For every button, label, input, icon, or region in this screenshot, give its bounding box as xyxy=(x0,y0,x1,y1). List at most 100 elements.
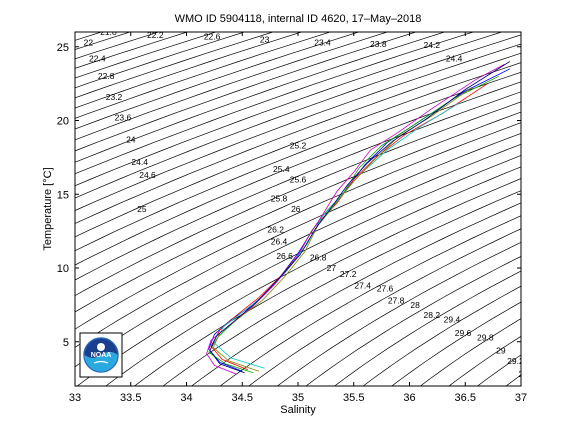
isopycnal-label: 21.8 xyxy=(100,27,117,37)
isopycnal-line xyxy=(105,166,521,386)
isopycnal-line xyxy=(75,52,521,224)
isopycnal-label: 23.2 xyxy=(106,92,123,102)
isopycnal-line xyxy=(75,32,303,109)
isopycnal-label: 29.4 xyxy=(444,315,461,325)
isopycnal-line xyxy=(305,256,521,386)
x-tick-label: 36.5 xyxy=(455,392,476,404)
isopycnal-line xyxy=(75,81,521,266)
isopycnal-label: 27 xyxy=(327,263,337,273)
profile-series xyxy=(206,61,511,375)
isopycnal-line xyxy=(75,32,389,141)
isopycnal-line xyxy=(191,202,521,386)
isopycnal-label: 29 xyxy=(496,346,506,356)
isopycnal-label: 26 xyxy=(291,204,301,214)
isopycnal-line xyxy=(448,335,521,386)
isopycnal-line xyxy=(75,32,475,175)
isopycnal-line xyxy=(362,285,521,386)
isopycnal-label: 26.4 xyxy=(271,236,288,246)
x-tick-label: 36 xyxy=(403,392,415,404)
isopycnal-label: 22.6 xyxy=(204,31,221,41)
isopycnal-line xyxy=(75,32,274,99)
isopycnal-label: 26.2 xyxy=(267,225,284,235)
isopycnal-label: 23.4 xyxy=(314,37,331,47)
isopycnal-label: 27.2 xyxy=(340,269,357,279)
isopycnal-label: 23 xyxy=(260,34,270,44)
isopycnal-label: 27.6 xyxy=(377,284,394,294)
isopycnal-label: 25.8 xyxy=(271,194,288,204)
isopycnal-label: 28 xyxy=(410,300,420,310)
isopycnal-label: 25.2 xyxy=(290,141,307,151)
x-tick-label: 33 xyxy=(69,392,81,404)
isopycnal-line xyxy=(75,32,417,152)
x-tick-label: 35 xyxy=(292,392,304,404)
isopycnal-label: 22.8 xyxy=(98,71,115,81)
isopycnal-label: 25 xyxy=(137,204,147,214)
isopycnal-line xyxy=(162,190,521,386)
isopycnal-label: 25.4 xyxy=(273,164,290,174)
y-tick-label: 10 xyxy=(57,263,69,275)
isopycnal-line xyxy=(419,318,521,386)
isopycnal-label: 22.2 xyxy=(147,30,164,40)
isopycnal-line xyxy=(276,241,521,386)
x-tick-label: 35.5 xyxy=(343,392,364,404)
y-tick-label: 20 xyxy=(57,116,69,128)
isopycnal-label: 22.4 xyxy=(89,54,106,64)
isopycnal-label: 26.8 xyxy=(310,253,327,263)
isopycnal-label: 29.6 xyxy=(455,328,472,338)
isopycnal-label: 24.2 xyxy=(424,40,441,50)
isopycnal-line xyxy=(75,32,360,130)
isopycnal-line xyxy=(75,91,521,281)
chart-title: WMO ID 5904118, internal ID 4620, 17–May… xyxy=(175,13,422,25)
isopycnal-line xyxy=(248,228,521,386)
isopycnal-line xyxy=(219,215,521,386)
x-tick-label: 34 xyxy=(180,392,192,404)
isopycnal-line xyxy=(75,111,521,313)
x-tick-label: 34.5 xyxy=(232,392,253,404)
isopycnal-line xyxy=(75,62,521,238)
y-tick-label: 5 xyxy=(63,337,69,349)
isopycnal-label: 24.4 xyxy=(446,54,463,64)
isopycnal-labels: 21.8 22 22.2 22.6 23 23.4 23.8 24.2 24.4 22.4 22.8… xyxy=(84,27,535,379)
profile-line xyxy=(209,61,511,374)
isopycnal-label: 29.2 xyxy=(507,356,524,366)
isopycnal-label: 26.6 xyxy=(276,251,293,261)
x-axis-label: Salinity xyxy=(280,404,316,416)
isopycnal-label: 23.6 xyxy=(115,113,132,123)
isopycnal-line xyxy=(75,32,503,187)
isopycnal-line xyxy=(76,155,521,386)
y-tick-label: 15 xyxy=(57,189,69,201)
isopycnal-label: 29.8 xyxy=(477,332,494,342)
x-axis-ticks: 33 33.5 34 34.5 35 35.5 36 36.5 37 xyxy=(69,32,527,404)
isopycnal-line xyxy=(334,270,521,386)
svg-text:NOAA: NOAA xyxy=(91,352,112,359)
isopycnal-label: 22 xyxy=(84,37,94,47)
y-axis-ticks: 5 10 15 20 25 xyxy=(57,42,521,349)
isopycnal-label: 24 xyxy=(126,135,136,145)
profile-line xyxy=(212,87,472,372)
isopycnal-line xyxy=(75,122,521,330)
isopycnal-label: 29.4 xyxy=(518,369,535,379)
isopycnal-label: 27.8 xyxy=(388,295,405,305)
isopycnal-label: 27.4 xyxy=(354,281,371,291)
isopycnal-label: 28.2 xyxy=(424,310,441,320)
noaa-logo: NOAA xyxy=(79,332,123,378)
isopycnal-line xyxy=(391,301,521,386)
y-axis-label: Temperature [°C] xyxy=(42,167,54,250)
isopycnal-line xyxy=(75,34,521,199)
x-tick-label: 37 xyxy=(515,392,527,404)
x-tick-label: 33.5 xyxy=(120,392,141,404)
y-tick-label: 25 xyxy=(57,42,69,54)
isopycnal-line xyxy=(75,32,246,89)
isopycnal-line xyxy=(75,101,521,297)
isopycnal-label: 24.6 xyxy=(139,170,156,180)
isopycnal-label: 23.8 xyxy=(370,39,387,49)
isopycnal-line xyxy=(75,43,521,211)
isopycnal-line xyxy=(75,71,521,252)
isopycnal-line xyxy=(75,32,446,163)
isopycnal-label: 25.6 xyxy=(290,174,307,184)
isopycnal-line xyxy=(75,32,332,119)
profile-line xyxy=(206,64,505,375)
isopycnal-label: 24.4 xyxy=(131,157,148,167)
